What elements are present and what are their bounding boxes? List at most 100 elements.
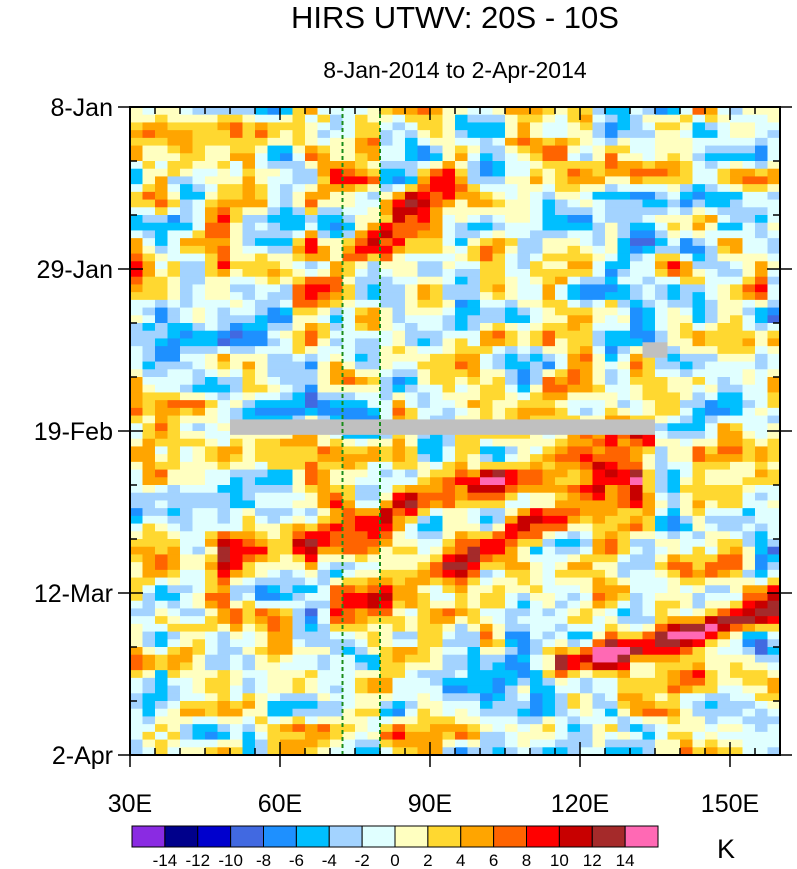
heatmap-cell — [355, 222, 369, 232]
heatmap-cell — [655, 523, 669, 532]
heatmap-cell — [430, 554, 444, 563]
heatmap-cell — [605, 677, 619, 687]
heatmap-cell — [592, 269, 606, 278]
heatmap-cell — [230, 685, 244, 694]
heatmap-cell — [755, 485, 769, 494]
heatmap-cell — [530, 191, 544, 201]
heatmap-cell — [755, 461, 769, 471]
heatmap-cell — [255, 346, 269, 355]
heatmap-cell — [292, 685, 306, 694]
heatmap-cell — [630, 353, 644, 363]
heatmap-cell — [230, 284, 244, 293]
heatmap-cell — [330, 515, 344, 525]
heatmap-cell — [692, 546, 706, 556]
heatmap-cell — [455, 523, 469, 532]
heatmap-cell — [692, 184, 706, 193]
heatmap-cell — [480, 384, 494, 394]
heatmap-cell — [530, 731, 544, 741]
heatmap-cell — [205, 693, 219, 702]
heatmap-cell — [530, 261, 544, 270]
heatmap-cell — [680, 577, 694, 586]
heatmap-cell — [367, 107, 381, 116]
heatmap-cell — [580, 701, 594, 710]
heatmap-cell — [142, 747, 156, 755]
heatmap-cell — [542, 662, 556, 671]
heatmap-cell — [667, 207, 681, 216]
heatmap-cell — [542, 577, 556, 586]
heatmap-cell — [767, 261, 780, 270]
heatmap-cell — [217, 600, 231, 610]
heatmap-cell — [292, 716, 306, 725]
heatmap-cell — [730, 593, 744, 602]
heatmap-cell — [280, 492, 294, 502]
heatmap-cell — [705, 299, 719, 309]
heatmap-cell — [317, 724, 331, 733]
heatmap-cell — [292, 145, 306, 154]
heatmap-cell — [355, 315, 369, 324]
heatmap-cell — [692, 299, 706, 309]
heatmap-cell — [130, 531, 144, 540]
heatmap-cell — [630, 122, 644, 131]
heatmap-cell — [155, 168, 169, 178]
heatmap-cell — [192, 377, 206, 386]
heatmap-cell — [592, 299, 606, 309]
heatmap-cell — [630, 546, 644, 556]
heatmap-cell — [517, 407, 531, 417]
heatmap-cell — [592, 608, 606, 617]
heatmap-cell — [642, 569, 656, 579]
heatmap-cell — [592, 384, 606, 394]
heatmap-cell — [555, 492, 569, 502]
heatmap-cell — [605, 384, 619, 394]
heatmap-cell — [617, 176, 631, 185]
heatmap-cell — [142, 153, 156, 162]
heatmap-cell — [717, 377, 731, 386]
heatmap-cell — [555, 485, 569, 494]
heatmap-cell — [367, 739, 381, 748]
heatmap-cell — [480, 585, 494, 594]
heatmap-cell — [155, 161, 169, 170]
heatmap-cell — [442, 377, 456, 386]
heatmap-cell — [505, 176, 519, 185]
heatmap-cell — [680, 122, 694, 131]
heatmap-cell — [630, 400, 644, 409]
heatmap-cell — [630, 677, 644, 687]
heatmap-cell — [742, 145, 756, 154]
heatmap-cell — [155, 292, 169, 301]
heatmap-cell — [655, 191, 669, 201]
heatmap-cell — [342, 500, 356, 509]
heatmap-cell — [230, 292, 244, 301]
heatmap-cell — [167, 176, 181, 185]
heatmap-cell — [142, 539, 156, 548]
heatmap-cell — [480, 685, 494, 694]
heatmap-cell — [292, 469, 306, 478]
heatmap-cell — [330, 662, 344, 671]
heatmap-cell — [480, 400, 494, 409]
y-tick-label: 12-Mar — [34, 580, 113, 608]
heatmap-cell — [280, 377, 294, 386]
heatmap-cell — [567, 292, 581, 301]
heatmap-cell — [642, 647, 656, 656]
heatmap-cell — [430, 323, 444, 332]
heatmap-cell — [167, 539, 181, 548]
heatmap-cell — [430, 184, 444, 193]
heatmap-cell — [430, 168, 444, 178]
heatmap-cell — [242, 176, 256, 185]
heatmap-cell — [292, 199, 306, 208]
heatmap-cell — [730, 585, 744, 594]
heatmap-cell — [217, 500, 231, 509]
heatmap-cell — [630, 747, 644, 755]
heatmap-cell — [392, 739, 406, 748]
heatmap-cell — [605, 346, 619, 355]
heatmap-cell — [755, 215, 769, 224]
heatmap-cell — [467, 307, 481, 316]
heatmap-cell — [242, 222, 256, 232]
heatmap-cell — [442, 323, 456, 332]
heatmap-cell — [342, 724, 356, 733]
heatmap-cell — [367, 137, 381, 147]
heatmap-cell — [430, 485, 444, 494]
heatmap-cell — [417, 562, 431, 571]
heatmap-cell — [142, 693, 156, 702]
heatmap-cell — [667, 485, 681, 494]
heatmap-cell — [542, 261, 556, 270]
heatmap-cell — [305, 569, 319, 579]
